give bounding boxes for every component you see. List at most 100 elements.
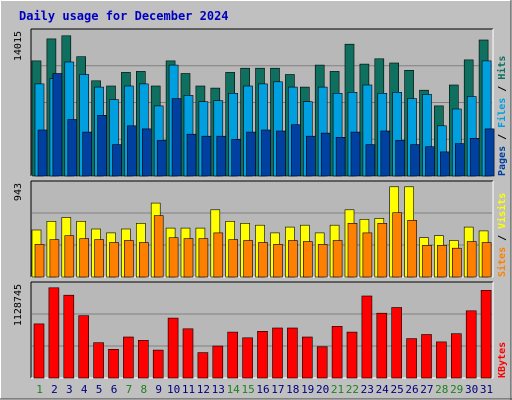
bar-sites-day-2	[49, 239, 60, 278]
bar-sites-day-7	[124, 240, 134, 278]
x-label-day-18: 18	[286, 383, 299, 396]
bar-kbytes-day-17	[272, 327, 283, 379]
scale-max-label: 1128745	[13, 284, 24, 326]
chart-title: Daily usage for December 2024	[19, 9, 229, 23]
bar-kbytes-day-25	[391, 307, 403, 379]
legend-files: Files	[496, 98, 508, 128]
scale-max-label: 14015	[13, 31, 24, 61]
bar-kbytes-day-7	[123, 336, 134, 379]
bar-kbytes-day-16	[257, 330, 268, 379]
bar-pages-day-29	[454, 143, 465, 177]
bar-sites-day-3	[64, 235, 75, 278]
bar-sites-day-29	[451, 247, 462, 278]
bar-kbytes-day-28	[436, 341, 447, 379]
x-label-day-13: 13	[212, 383, 225, 396]
bar-kbytes-day-24	[376, 312, 388, 379]
bar-sites-day-27	[422, 245, 432, 278]
bar-sites-day-25	[392, 212, 403, 278]
bar-kbytes-day-20	[316, 346, 328, 379]
bar-kbytes-day-22	[346, 331, 358, 379]
bar-sites-day-4	[79, 238, 89, 278]
x-label-day-26: 26	[405, 383, 418, 396]
bar-kbytes-day-30	[465, 310, 477, 379]
x-label-day-2: 2	[51, 383, 58, 396]
panel-top: 14015 Pages / Files / Hits	[13, 28, 508, 177]
bar-kbytes-day-14	[227, 331, 238, 379]
bar-pages-day-19	[305, 135, 316, 177]
x-label-day-28: 28	[435, 383, 448, 396]
x-label-day-5: 5	[96, 383, 103, 396]
bar-pages-day-22	[350, 131, 361, 177]
bar-pages-day-20	[320, 132, 331, 177]
chart-panels: 14015 Pages / Files / Hits 943 Sites / Visi…	[13, 28, 508, 379]
bar-pages-day-15	[246, 131, 256, 177]
bar-kbytes-day-4	[78, 315, 89, 379]
legend-separator: /	[497, 229, 508, 247]
x-label-day-23: 23	[361, 383, 374, 396]
panel-middle: 943 Sites / Visits	[13, 180, 508, 278]
bar-pages-day-23	[365, 144, 376, 177]
x-label-day-31: 31	[480, 383, 493, 396]
bar-kbytes-day-23	[361, 295, 373, 379]
x-axis-labels: 1 2 3 4 5 6 7 8 9 10 11 12 13 14 15 16 17 18 19 20 21 22 23 24 2…	[36, 383, 493, 396]
x-label-day-17: 17	[271, 383, 284, 396]
bar-kbytes-day-13	[212, 345, 224, 379]
legend-sites: Sites	[496, 247, 508, 277]
legend-bottom: KBytes	[497, 342, 508, 378]
bar-sites-day-17	[273, 244, 283, 278]
x-label-day-1: 1	[36, 383, 43, 396]
bar-sites-day-10	[168, 237, 179, 278]
bar-sites-day-13	[213, 232, 224, 278]
x-label-day-14: 14	[227, 383, 241, 396]
legend-top: Pages / Files / Hits	[496, 56, 508, 176]
bar-sites-day-19	[302, 241, 313, 278]
legend-visits: Visits	[496, 193, 508, 229]
bar-pages-day-2	[52, 73, 63, 177]
x-label-day-22: 22	[346, 383, 359, 396]
x-label-day-30: 30	[465, 383, 478, 396]
bar-sites-day-21	[332, 240, 343, 278]
bar-sites-day-14	[228, 239, 238, 278]
bar-sites-day-8	[139, 242, 149, 278]
bar-sites-day-6	[109, 242, 119, 278]
bar-sites-day-24	[377, 223, 388, 278]
x-label-day-3: 3	[66, 383, 73, 396]
bar-pages-day-9	[156, 140, 167, 177]
bar-sites-day-12	[198, 238, 209, 278]
bar-sites-day-30	[466, 241, 477, 278]
x-label-day-8: 8	[140, 383, 147, 396]
bar-kbytes-day-2	[48, 287, 60, 379]
bar-pages-day-7	[127, 125, 137, 177]
x-label-day-4: 4	[81, 383, 88, 396]
bar-kbytes-day-26	[406, 338, 417, 379]
bar-sites-day-11	[183, 238, 194, 278]
bar-pages-day-6	[112, 144, 122, 177]
bar-sites-day-23	[362, 232, 373, 278]
bar-kbytes-day-29	[450, 333, 462, 379]
bar-pages-day-18	[291, 124, 301, 177]
bar-pages-day-8	[142, 128, 152, 177]
bar-sites-day-5	[94, 239, 104, 278]
legend-separator: /	[497, 80, 508, 98]
bar-kbytes-day-21	[331, 325, 343, 379]
bar-sites-day-20	[317, 244, 328, 278]
x-label-day-12: 12	[197, 383, 210, 396]
bar-pages-day-31	[484, 128, 495, 177]
bar-pages-day-1	[37, 129, 48, 177]
bar-pages-day-16	[261, 129, 271, 177]
legend-pages: Pages	[497, 146, 508, 176]
bar-kbytes-day-3	[63, 294, 75, 379]
bar-pages-day-21	[335, 137, 346, 177]
bar-sites-day-28	[437, 245, 447, 278]
legend-middle: Sites / Visits	[496, 193, 508, 277]
bar-kbytes-day-10	[167, 317, 179, 379]
bar-kbytes-day-11	[182, 328, 194, 379]
bar-pages-day-25	[395, 140, 406, 177]
legend-kbytes: KBytes	[497, 342, 508, 378]
bar-sites-day-9	[153, 215, 164, 278]
x-label-day-25: 25	[390, 383, 403, 396]
bar-pages-day-14	[231, 139, 241, 177]
bar-sites-day-18	[288, 240, 298, 278]
bar-sites-day-31	[481, 242, 492, 278]
